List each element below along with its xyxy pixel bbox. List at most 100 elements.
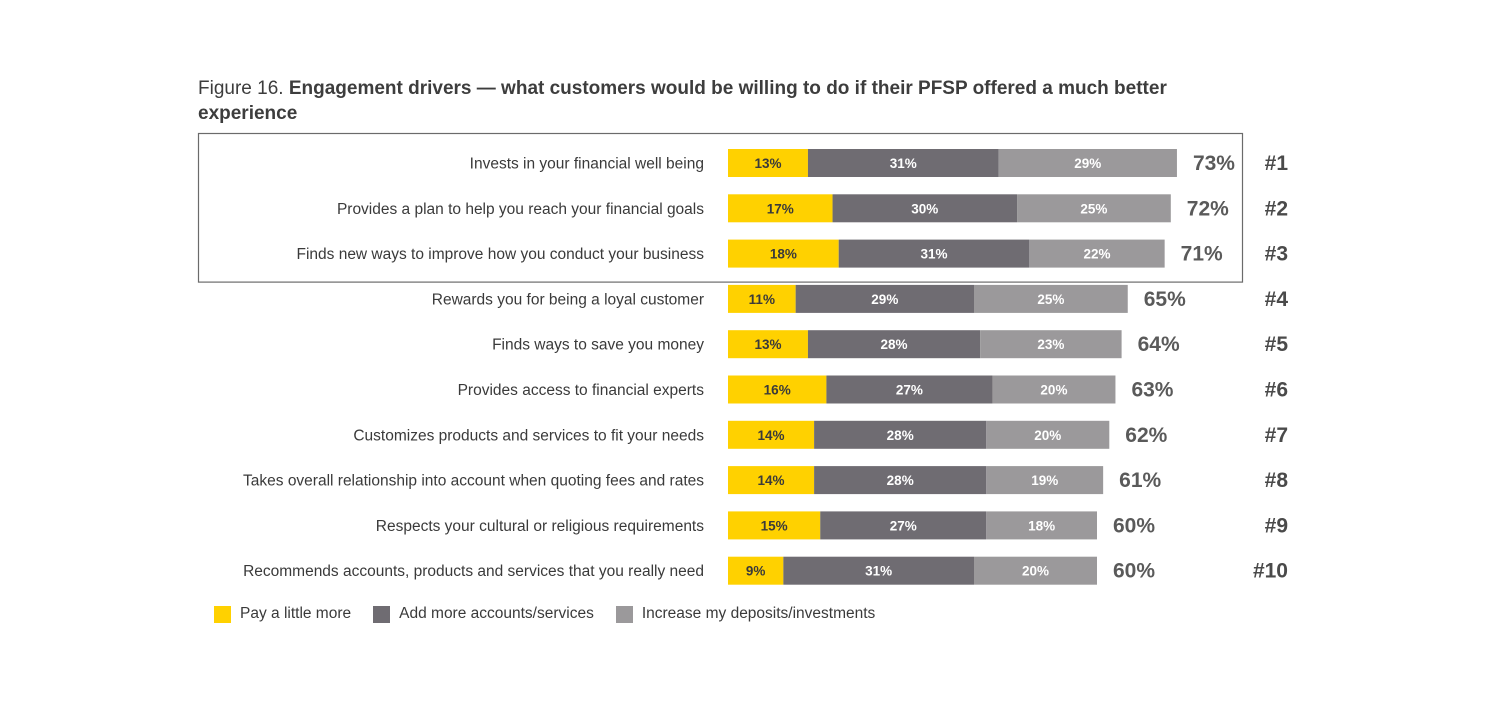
rank-label: #9 <box>1265 514 1288 537</box>
segment-value-label: 14% <box>758 473 785 488</box>
rank-label: #3 <box>1265 243 1288 266</box>
category-label: Recommends accounts, products and servic… <box>243 563 704 580</box>
legend-swatch <box>615 605 633 623</box>
chart-legend: Pay a little more Add more accounts/servi… <box>214 605 897 623</box>
bar-row: Invests in your financial well being 13% 3… <box>470 149 1289 177</box>
bar-segment <box>986 466 1104 495</box>
bar-segment <box>838 239 1030 268</box>
segment-value-label: 25% <box>1037 292 1064 307</box>
bar-segment <box>832 194 1018 223</box>
figure-title-text: Engagement drivers — what customers woul… <box>198 78 1167 124</box>
segment-value-label: 20% <box>1034 428 1061 443</box>
segment-value-label: 25% <box>1080 201 1107 216</box>
total-value-label: 64% <box>1138 333 1180 356</box>
rank-label: #10 <box>1253 560 1288 583</box>
segment-value-label: 15% <box>761 518 788 533</box>
total-value-label: 60% <box>1113 560 1155 583</box>
bar-segment <box>992 375 1116 404</box>
total-value-label: 62% <box>1125 424 1167 447</box>
bar-segment <box>795 284 974 313</box>
segment-value-label: 31% <box>865 564 892 579</box>
rank-label: #8 <box>1265 469 1289 492</box>
segment-value-label: 23% <box>1037 337 1064 352</box>
bar-row: Respects your cultural or religious requ… <box>376 511 1288 540</box>
segment-value-label: 20% <box>1040 383 1067 398</box>
legend-item: Pay a little more <box>214 605 351 623</box>
segment-value-label: 14% <box>758 428 785 443</box>
segment-value-label: 29% <box>1074 156 1101 171</box>
total-value-label: 71% <box>1181 243 1223 266</box>
segment-value-label: 30% <box>911 201 938 216</box>
segment-value-label: 29% <box>871 292 898 307</box>
bar-segment <box>807 330 981 359</box>
category-label: Finds new ways to improve how you conduc… <box>296 246 704 263</box>
segment-value-label: 31% <box>921 247 948 262</box>
bar-row: Finds new ways to improve how you conduc… <box>296 239 1288 268</box>
category-label: Provides a plan to help you reach your f… <box>337 201 704 218</box>
category-label: Takes overall relationship into account … <box>243 473 704 490</box>
bar-row: Provides access to financial experts 16% 2… <box>458 375 1288 404</box>
bar-segment <box>728 466 815 495</box>
segment-value-label: 22% <box>1083 247 1110 262</box>
segment-value-label: 27% <box>890 518 917 533</box>
bar-segment <box>998 149 1177 177</box>
bar-segment <box>974 556 1097 585</box>
bar-segment <box>728 284 796 313</box>
segment-value-label: 18% <box>770 247 797 262</box>
bar-segment <box>1017 194 1171 223</box>
bar-segment <box>728 239 839 268</box>
bar-segment <box>728 194 833 223</box>
figure-title: Figure 16. Engagement drivers — what cus… <box>198 76 1218 126</box>
category-label: Customizes products and services to fit … <box>353 427 704 444</box>
total-value-label: 60% <box>1113 514 1155 537</box>
rank-label: #4 <box>1265 288 1289 311</box>
bar-row: Customizes products and services to fit … <box>353 420 1288 449</box>
segment-value-label: 19% <box>1031 473 1058 488</box>
rank-label: #2 <box>1265 197 1288 220</box>
rank-label: #1 <box>1265 152 1289 175</box>
bar-segment <box>783 556 974 585</box>
bar-segment <box>728 420 815 449</box>
segment-value-label: 16% <box>764 383 791 398</box>
category-label: Rewards you for being a loyal customer <box>432 291 704 308</box>
bar-segment <box>814 420 987 449</box>
bar-segment <box>728 330 808 359</box>
bar-segment <box>820 511 987 540</box>
bar-segment <box>728 375 827 404</box>
segment-value-label: 18% <box>1028 518 1055 533</box>
bar-segment <box>980 330 1122 359</box>
rank-label: #6 <box>1265 379 1288 402</box>
segment-value-label: 27% <box>896 383 923 398</box>
bar-row: Recommends accounts, products and servic… <box>243 556 1288 585</box>
bar-row: Finds ways to save you money 13% 28% 23% 64%… <box>492 330 1288 359</box>
segment-value-label: 13% <box>754 156 781 171</box>
category-label: Respects your cultural or religious requ… <box>376 518 704 535</box>
legend-label: Pay a little more <box>240 605 352 622</box>
category-label: Finds ways to save you money <box>492 337 704 354</box>
legend-label: Add more accounts/services <box>399 605 594 622</box>
segment-value-label: 17% <box>767 201 794 216</box>
bar-segment <box>986 511 1097 540</box>
bar-segment <box>1029 239 1165 268</box>
bar-segment <box>814 466 987 495</box>
legend-swatch <box>373 605 391 623</box>
bar-segment <box>728 149 808 177</box>
bar-segment <box>826 375 993 404</box>
legend-item: Increase my deposits/investments <box>615 605 876 623</box>
segment-value-label: 28% <box>887 428 914 443</box>
segment-value-label: 9% <box>746 564 766 579</box>
segment-value-label: 20% <box>1022 564 1049 579</box>
legend-label: Increase my deposits/investments <box>641 605 876 622</box>
bar-segment <box>728 511 821 540</box>
bar-row: Takes overall relationship into account … <box>243 466 1289 495</box>
highlight-box <box>197 132 1244 283</box>
segment-value-label: 31% <box>890 156 917 171</box>
bar-segment <box>974 284 1128 313</box>
segment-value-label: 11% <box>749 292 775 307</box>
total-value-label: 73% <box>1193 152 1235 175</box>
bar-segment <box>728 556 784 585</box>
total-value-label: 65% <box>1144 288 1186 311</box>
legend-item: Add more accounts/services <box>373 605 594 623</box>
